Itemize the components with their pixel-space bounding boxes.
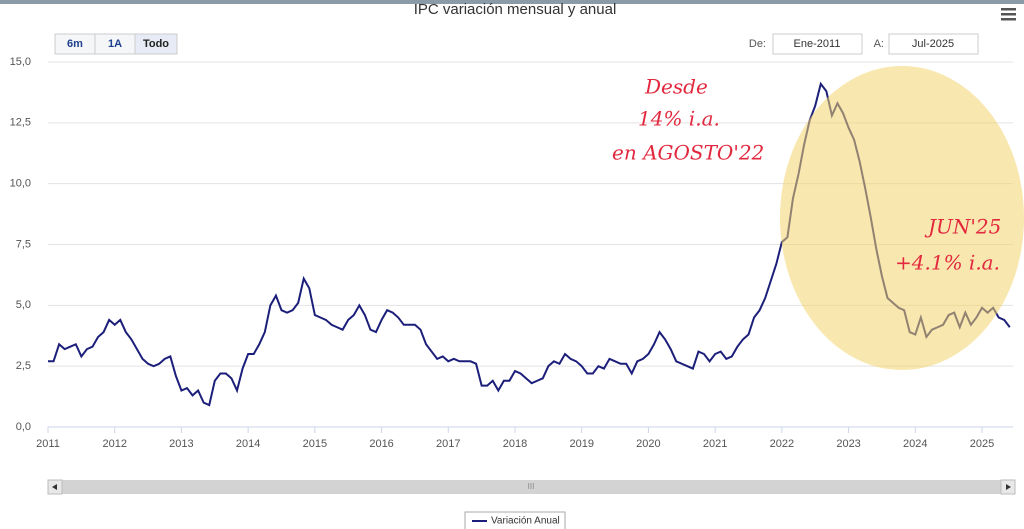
legend-label: Variación Anual — [491, 516, 560, 527]
y-tick-label: 12,5 — [10, 117, 31, 129]
y-tick-label: 5,0 — [16, 299, 31, 311]
highlight-circle — [780, 66, 1024, 370]
button-label: Todo — [143, 38, 169, 50]
x-tick-label: 2024 — [903, 438, 927, 450]
y-tick-label: 7,5 — [16, 238, 31, 250]
x-tick-label: 2017 — [436, 438, 460, 450]
y-tick-label: 0,0 — [16, 421, 31, 433]
x-tick-label: 2012 — [102, 438, 126, 450]
from-value: Ene-2011 — [794, 38, 841, 50]
annotation: Desde — [644, 75, 708, 99]
scrollbar[interactable]: III — [47, 479, 1016, 495]
menu-button[interactable] — [1001, 8, 1016, 21]
menu-line — [1001, 13, 1016, 16]
from-label: De: — [749, 38, 766, 50]
x-tick-label: 2023 — [836, 438, 860, 450]
arrow-right — [1006, 484, 1011, 490]
menu-line — [1001, 18, 1016, 21]
top-bar — [0, 0, 1024, 4]
x-tick-label: 2019 — [569, 438, 593, 450]
x-tick-label: 2016 — [369, 438, 393, 450]
annotation: +4.1% i.a. — [895, 251, 1000, 275]
y-tick-label: 10,0 — [10, 178, 31, 190]
annotation: 14% i.a. — [638, 107, 720, 131]
x-tick-label: 2021 — [703, 438, 727, 450]
plot-area: 0,0 2,5 5,0 7,5 10,0 12,5 15,0 2011 2012 2013 2014… — [10, 56, 1013, 450]
scroll-grip: III — [528, 482, 535, 491]
y-tick-label: 2,5 — [16, 360, 31, 372]
to-value: Jul-2025 — [912, 38, 954, 50]
to-input[interactable] — [888, 33, 979, 55]
button-label: 6m — [67, 38, 83, 50]
legend[interactable]: Variación Anual — [464, 511, 566, 529]
x-tick-label: 2018 — [503, 438, 527, 450]
menu-line — [1001, 8, 1016, 11]
x-tick-label: 2013 — [169, 438, 193, 450]
scroll-track — [48, 480, 1015, 494]
to-label: A: — [874, 38, 884, 50]
annotation: en AGOSTO'22 — [612, 141, 764, 165]
x-tick-label: 2022 — [770, 438, 794, 450]
x-tick-label: 2025 — [970, 438, 994, 450]
x-tick-label: 2020 — [636, 438, 660, 450]
chart-title: IPC variación mensual y anual — [414, 1, 617, 18]
button-label: 1A — [108, 38, 122, 50]
x-tick-label: 2015 — [303, 438, 327, 450]
range-buttons: 6m 1A Todo — [54, 33, 178, 55]
arrow-left — [52, 484, 57, 490]
x-tick-label: 2014 — [236, 438, 260, 450]
range-button[interactable] — [134, 33, 178, 55]
legend-box — [464, 511, 566, 529]
y-tick-label: 15,0 — [10, 56, 31, 68]
annotation: JUN'25 — [924, 215, 1001, 239]
from-input[interactable] — [772, 33, 863, 55]
x-tick-label: 2011 — [36, 438, 60, 450]
